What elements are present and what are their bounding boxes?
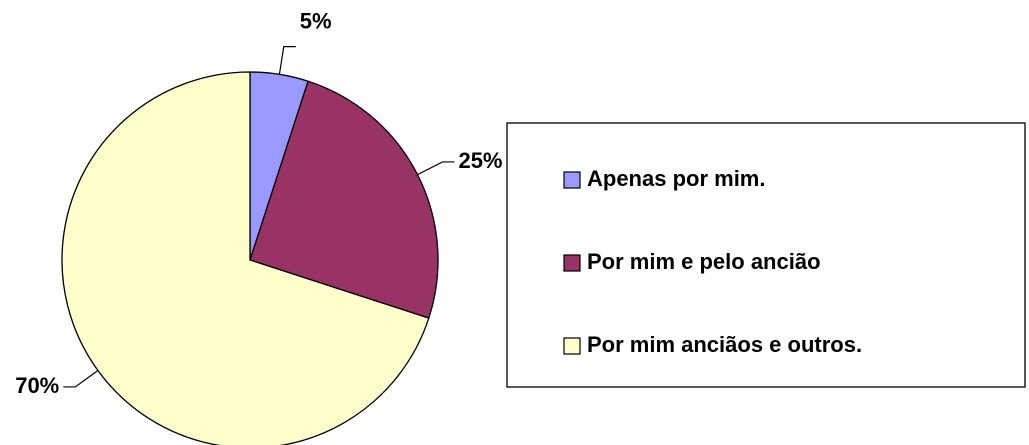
- data-label: 70%: [15, 373, 59, 398]
- data-label: 25%: [458, 148, 502, 173]
- data-label: 5%: [300, 8, 332, 33]
- leader-line: [417, 161, 455, 176]
- legend-label: Por mim e pelo ancião: [587, 249, 821, 274]
- pie-slice: [61, 71, 430, 445]
- leader-line: [278, 46, 296, 75]
- legend-box: [506, 122, 1026, 388]
- leader-line: [63, 370, 99, 388]
- legend-label: Por mim anciãos e outros.: [587, 332, 862, 357]
- legend-swatch: [563, 254, 581, 272]
- legend-label: Apenas por mim.: [587, 166, 765, 191]
- legend-swatch: [563, 337, 581, 355]
- legend-swatch: [563, 171, 581, 189]
